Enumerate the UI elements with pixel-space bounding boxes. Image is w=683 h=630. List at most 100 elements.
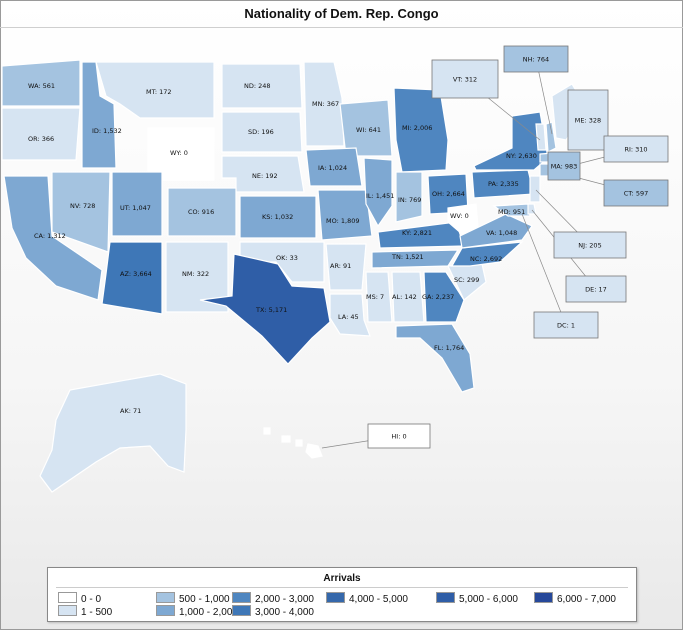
state-label-sd: SD: 196 — [248, 128, 274, 136]
state-label-ar: AR: 91 — [330, 262, 351, 270]
legend-swatch — [326, 592, 345, 603]
state-vt — [535, 123, 547, 151]
callout-box-de — [565, 275, 627, 303]
state-label-wv: WV: 0 — [450, 212, 469, 220]
callout-label-ct: CT: 597 — [624, 190, 648, 198]
state-nh — [545, 121, 557, 153]
callout-box-me — [567, 89, 609, 151]
state-wa — [1, 59, 81, 107]
state-sd — [221, 111, 303, 153]
callout-me: ME: 328 — [567, 89, 609, 151]
state-label-mi: MI: 2,006 — [402, 124, 432, 132]
legend-item: 1,000 - 2,000 — [156, 605, 238, 618]
state-md — [492, 203, 531, 217]
legend-label: 6,000 - 7,000 — [557, 594, 616, 605]
callout-vt: VT: 312 — [431, 59, 499, 99]
legend-item: 0 - 0 — [58, 592, 101, 605]
legend-label: 5,000 - 6,000 — [459, 594, 518, 605]
state-label-ga: GA: 2,237 — [422, 293, 454, 301]
callout-box-hi — [367, 423, 431, 449]
legend-label: 500 - 1,000 — [179, 594, 230, 605]
state-label-wy: WY: 0 — [170, 149, 188, 157]
legend-item: 4,000 - 5,000 — [326, 592, 408, 605]
state-label-nm: NM: 322 — [182, 270, 209, 278]
state-ak — [39, 373, 187, 493]
callout-dc: DC: 1 — [533, 311, 599, 339]
callout-nh: NH: 764 — [503, 45, 569, 73]
state-label-al: AL: 142 — [392, 293, 417, 301]
state-la — [329, 293, 371, 337]
state-co — [167, 187, 237, 237]
legend-swatch — [156, 592, 175, 603]
state-label-nd: ND: 248 — [244, 82, 271, 90]
states-layer: WA: 561 OR: 366 ID: 1,532 MT: 172 WY: 0 ND: 2… — [1, 59, 589, 493]
callout-ri: RI: 310 — [603, 135, 669, 163]
state-label-il: IL: 1,451 — [366, 192, 394, 200]
callout-ma: MA: 983 — [547, 151, 581, 181]
state-label-ca: CA: 1,312 — [34, 232, 66, 240]
state-label-ky: KY: 2,821 — [402, 229, 432, 237]
legend-item: 5,000 - 6,000 — [436, 592, 518, 605]
state-label-ok: OK: 33 — [276, 254, 298, 262]
state-ms — [365, 271, 393, 323]
state-ut — [111, 171, 163, 237]
state-mo — [317, 189, 373, 241]
legend-item: 1 - 500 — [58, 605, 112, 618]
map-title: Nationality of Dem. Rep. Congo — [244, 6, 439, 21]
callout-box-vt — [431, 59, 499, 99]
state-tx — [199, 253, 331, 365]
state-ga — [423, 271, 465, 323]
state-label-wi: WI: 641 — [356, 126, 381, 134]
state-label-ak: AK: 71 — [120, 407, 141, 415]
state-label-or: OR: 366 — [28, 135, 54, 143]
legend-swatch — [58, 605, 77, 616]
callout-box-ri — [603, 135, 669, 163]
callout-ct: CT: 597 — [603, 179, 669, 207]
state-label-fl: FL: 1,764 — [434, 344, 464, 352]
callout-box-nj — [553, 231, 627, 259]
legend-item: 6,000 - 7,000 — [534, 592, 616, 605]
legend-item: 2,000 - 3,000 — [232, 592, 314, 605]
state-in — [395, 171, 423, 223]
state-label-la: LA: 45 — [338, 313, 359, 321]
state-de — [527, 203, 537, 215]
state-label-ia: IA: 1,024 — [318, 164, 347, 172]
state-label-nc: NC: 2,692 — [470, 255, 502, 263]
state-nv — [51, 171, 111, 253]
state-label-mn: MN: 367 — [312, 100, 339, 108]
state-label-pa: PA: 2,335 — [488, 180, 519, 188]
state-or — [1, 107, 81, 161]
state-label-oh: OH: 2,664 — [432, 190, 465, 198]
state-label-nv: NV: 728 — [70, 202, 95, 210]
state-nj — [529, 175, 541, 203]
legend-label: 0 - 0 — [81, 594, 102, 605]
state-label-va: VA: 1,048 — [486, 229, 517, 237]
state-label-co: CO: 916 — [188, 208, 214, 216]
legend-item: 500 - 1,000 — [156, 592, 230, 605]
state-al — [391, 271, 425, 323]
legend-label: 1,000 - 2,000 — [179, 607, 238, 618]
legend: Arrivals 0 - 0 1 - 500 500 - 1,000 1,000 - … — [47, 567, 637, 622]
callout-label-vt: VT: 312 — [453, 76, 477, 84]
state-label-id: ID: 1,532 — [92, 127, 122, 135]
state-label-tx: TX: 5,171 — [255, 306, 287, 314]
state-il — [363, 157, 393, 228]
state-label-az: AZ: 3,664 — [120, 270, 152, 278]
state-label-sc: SC: 299 — [454, 276, 479, 284]
callout-labels: NH: 764 VT: 312 ME: 328 MA: 983 RI: 310 CT: 5… — [367, 45, 669, 449]
legend-swatch — [232, 605, 251, 616]
legend-divider — [56, 587, 628, 588]
callout-de: DE: 17 — [565, 275, 627, 303]
legend-title: Arrivals — [323, 573, 361, 584]
state-az — [101, 241, 163, 315]
state-label-tn: TN: 1,521 — [391, 253, 424, 261]
legend-label: 4,000 - 5,000 — [349, 594, 408, 605]
state-wv — [447, 203, 479, 235]
callout-box-ma — [547, 151, 581, 181]
state-label-mt: MT: 172 — [146, 88, 172, 96]
callout-label-de: DE: 17 — [585, 286, 607, 294]
state-label-ms: MS: 7 — [366, 293, 384, 301]
state-wy — [147, 127, 215, 181]
state-fl — [395, 323, 475, 393]
callout-hi: HI: 0 — [367, 423, 431, 449]
